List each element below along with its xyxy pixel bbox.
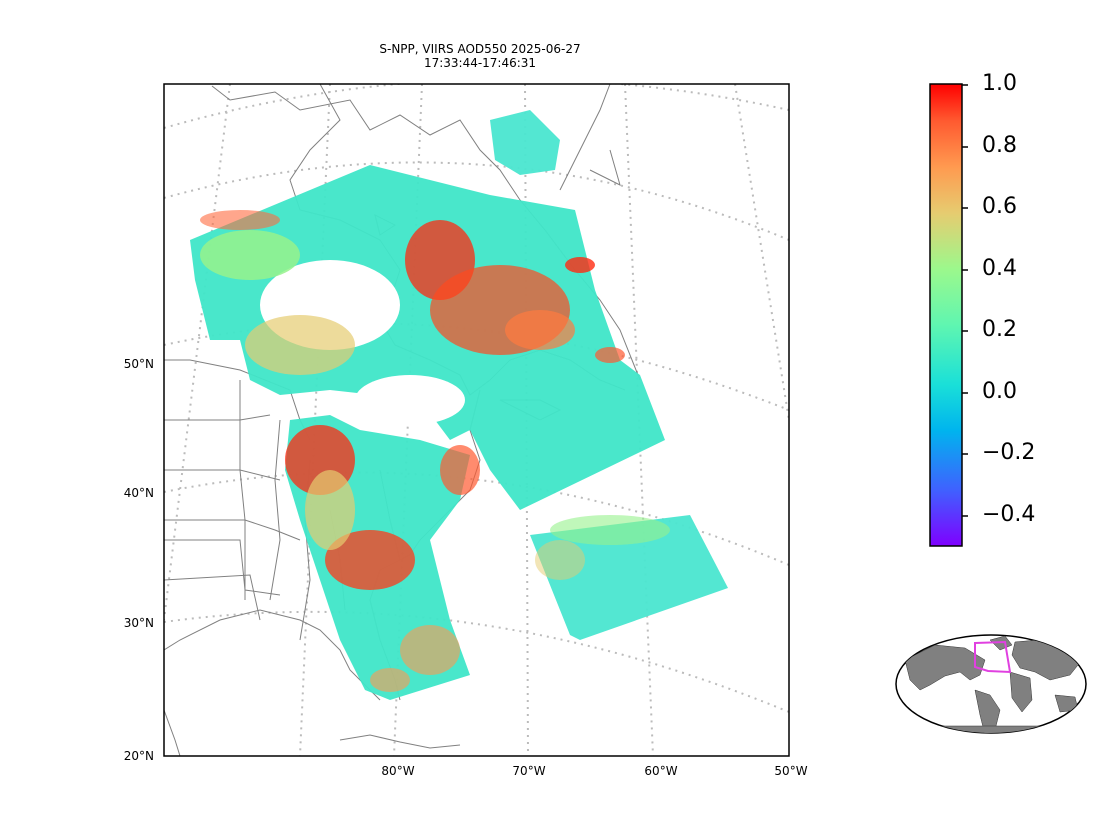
map-frame	[163, 83, 790, 757]
swath-north	[190, 165, 665, 510]
colorbar-label-0.2: 0.2	[982, 317, 1017, 342]
colorbar-label-1.0: 1.0	[982, 71, 1017, 96]
map-title-line1: S-NPP, VIIRS AOD550 2025-06-27	[379, 42, 581, 56]
lat-label-30: 30°N	[123, 616, 154, 630]
lon-label-70w: 70°W	[512, 764, 546, 778]
colorbar-label-0.4: 0.4	[982, 256, 1017, 281]
swath-labrador	[490, 110, 560, 175]
inset-domain-box	[974, 640, 1012, 674]
colorbar-label-neg0.2: −0.2	[982, 440, 1036, 465]
lon-label-50w: 50°W	[774, 764, 808, 778]
aod-hotspots	[200, 210, 670, 692]
lon-label-60w: 60°W	[644, 764, 678, 778]
map-area	[164, 84, 789, 756]
globe-inset-icon	[895, 634, 1087, 734]
colorbar-label-0.8: 0.8	[982, 133, 1017, 158]
colorbar-label-0.0: 0.0	[982, 379, 1017, 404]
gap-ontario	[355, 375, 465, 425]
lon-label-80w: 80°W	[381, 764, 415, 778]
lat-label-20: 20°N	[123, 749, 154, 763]
lat-label-50: 50°N	[123, 357, 154, 371]
map-title-line2: 17:33:44-17:46:31	[423, 56, 537, 70]
swath-atlantic	[530, 515, 728, 640]
lat-label-40: 40°N	[123, 486, 154, 500]
colorbar-label-neg0.4: −0.4	[982, 502, 1036, 527]
colorbar-label-0.6: 0.6	[982, 194, 1017, 219]
colorbar	[929, 83, 968, 547]
aod-swaths	[190, 110, 728, 700]
map-title: S-NPP, VIIRS AOD550 2025-06-27 17:33:44-…	[300, 42, 660, 70]
